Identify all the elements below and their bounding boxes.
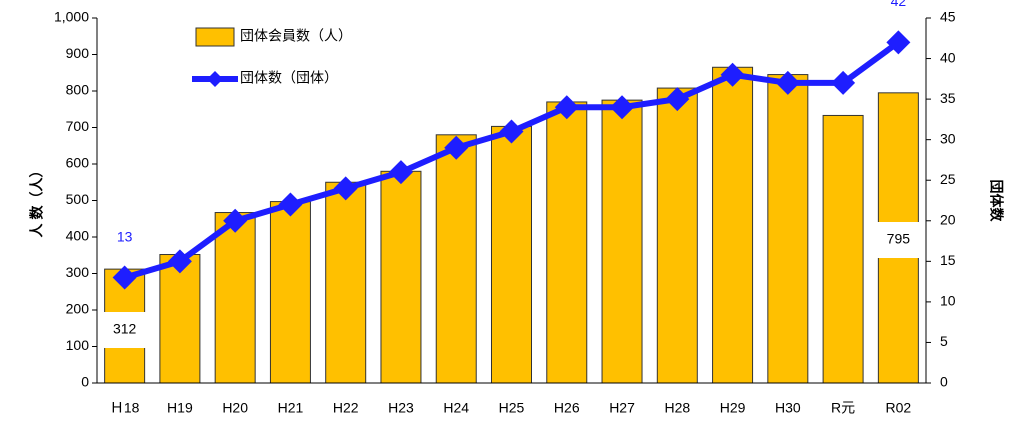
x-tick-label: R元 <box>831 400 855 416</box>
x-tick-label: H30 <box>775 400 801 416</box>
bar <box>491 125 532 384</box>
marker <box>333 176 358 201</box>
bar <box>712 66 754 384</box>
x-tick-label: H23 <box>388 400 414 416</box>
marker <box>112 265 137 290</box>
marker <box>388 160 413 185</box>
marker <box>278 192 303 217</box>
marker <box>167 249 192 274</box>
y2-tick-label: 5 <box>940 333 948 349</box>
y-tick-label: 300 <box>66 264 90 280</box>
marker <box>720 62 745 87</box>
x-tick-label: H27 <box>609 400 635 416</box>
y2-axis-label: 団体数 <box>988 180 1004 223</box>
x-tick-label: H28 <box>664 400 690 416</box>
y2-tick-label: 0 <box>940 374 948 390</box>
marker <box>499 119 524 144</box>
x-tick-label: H26 <box>554 400 580 416</box>
data-label: 312 <box>113 321 137 337</box>
y-tick-label: 0 <box>81 374 89 390</box>
legend-label: 団体会員数（人） <box>240 28 352 44</box>
y-tick-label: 100 <box>66 337 90 353</box>
legend-label: 団体数（団体） <box>240 70 338 86</box>
y-axis-label: 人 数（人） <box>29 164 45 238</box>
x-tick-label: H21 <box>278 400 304 416</box>
y-tick-label: 600 <box>66 155 90 171</box>
bar <box>325 181 367 384</box>
marker <box>223 208 248 233</box>
bar <box>435 134 477 384</box>
y-tick-label: 800 <box>66 82 90 98</box>
bar <box>601 99 643 384</box>
y-tick-label: 500 <box>66 191 90 207</box>
marker <box>831 70 856 95</box>
label-box <box>874 222 923 258</box>
x-tick-label: Ｈ18 <box>110 400 140 416</box>
x-tick-label: H20 <box>222 400 248 416</box>
marker <box>775 70 800 95</box>
bar <box>767 74 809 384</box>
y2-tick-label: 15 <box>940 252 956 268</box>
marker <box>444 135 469 160</box>
x-tick-label: H22 <box>333 400 359 416</box>
y-tick-label: 1,000 <box>54 9 89 25</box>
bar <box>159 254 201 384</box>
marker <box>554 95 579 120</box>
x-tick-label: H29 <box>720 400 746 416</box>
x-tick-label: H19 <box>167 400 193 416</box>
bar <box>380 170 422 384</box>
bar <box>269 201 311 384</box>
marker <box>610 95 635 120</box>
y2-tick-label: 25 <box>940 171 956 187</box>
legend-swatch <box>195 27 235 47</box>
data-label: 795 <box>887 231 911 247</box>
marker <box>886 30 911 55</box>
y2-tick-label: 10 <box>940 293 956 309</box>
y2-tick-label: 30 <box>940 130 956 146</box>
legend-marker <box>207 71 223 87</box>
y-tick-label: 400 <box>66 228 90 244</box>
bar <box>656 87 698 384</box>
y2-tick-label: 45 <box>940 9 956 25</box>
bar <box>214 212 256 384</box>
x-tick-label: H25 <box>499 400 525 416</box>
y2-tick-label: 20 <box>940 211 956 227</box>
label-box <box>100 312 149 348</box>
y-tick-label: 700 <box>66 118 90 134</box>
y2-tick-label: 35 <box>940 90 956 106</box>
data-label: 13 <box>117 228 133 244</box>
y-tick-label: 900 <box>66 45 90 61</box>
data-label: 42 <box>891 0 907 9</box>
bar <box>822 114 864 384</box>
y2-tick-label: 40 <box>940 49 956 65</box>
x-tick-label: R02 <box>886 400 912 416</box>
marker <box>665 87 690 112</box>
y-tick-label: 200 <box>66 301 90 317</box>
bar <box>546 101 588 384</box>
x-tick-label: H24 <box>443 400 469 416</box>
